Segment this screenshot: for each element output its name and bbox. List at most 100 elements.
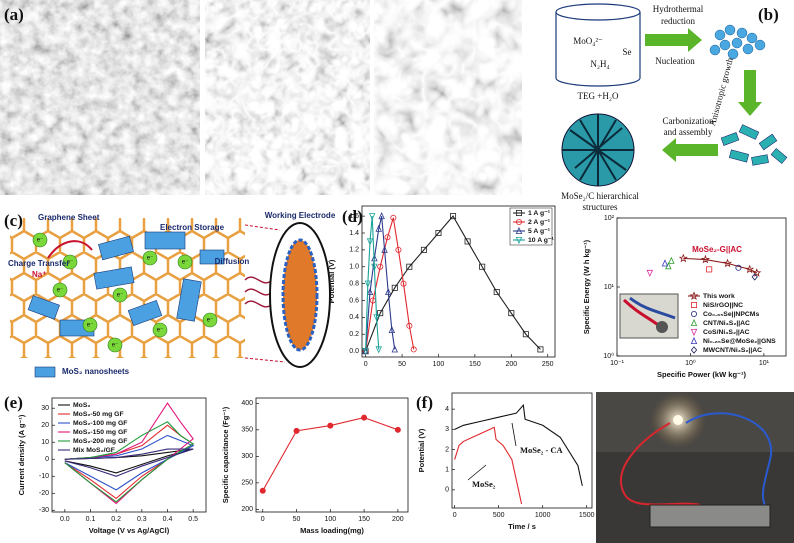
- legend-label: CoS/Ni₃S₂||AC: [703, 329, 750, 336]
- electron-label: e⁻: [112, 343, 119, 349]
- legend-label: 10 A g⁻¹: [528, 237, 554, 244]
- annotation-arrow: [467, 464, 487, 481]
- marker: [735, 264, 742, 271]
- label: Electron Storage: [160, 223, 225, 232]
- sem-images: [0, 0, 522, 195]
- y-tick-label: 1.0: [349, 264, 359, 271]
- marker: [400, 280, 407, 287]
- marker: [661, 259, 669, 267]
- electron: [62, 254, 78, 270]
- legend-label: MoS₂: [73, 402, 90, 409]
- x-tick-label: 0: [364, 361, 368, 368]
- panel-label: (a): [4, 5, 24, 24]
- legend-label: Mix MoS₂/GF: [73, 447, 115, 454]
- legend-label: MoS₂-150 mg GF: [73, 429, 127, 436]
- wire: [685, 412, 773, 506]
- step-label: and assembly: [664, 127, 713, 137]
- y-tick-label: -30: [39, 507, 49, 514]
- series-line: [365, 215, 541, 352]
- electron-label: e⁻: [157, 328, 164, 334]
- electron-label: e⁻: [37, 238, 44, 244]
- scheme-b: MoO₄²⁻ Se N₂H₄ TEG +H₂O Hydrothermal red…: [555, 3, 788, 212]
- y-tick-label: 400: [241, 400, 253, 407]
- electron: [177, 254, 193, 270]
- legend-marker: [690, 346, 698, 354]
- electron: [52, 282, 68, 298]
- x-tick-label: 50: [293, 516, 301, 523]
- legend-swatch: [34, 366, 56, 378]
- y-tick-label: 3: [445, 426, 449, 433]
- y-tick-label: -20: [39, 490, 49, 497]
- marker: [384, 287, 392, 296]
- series-line: [262, 417, 399, 492]
- legend-label: 2 A g⁻¹: [528, 219, 551, 226]
- marker: [395, 246, 402, 253]
- y-axis-label: Potential (V): [417, 428, 426, 472]
- marker: [384, 234, 391, 241]
- marker: [373, 314, 380, 322]
- electron-label: e⁻: [147, 256, 154, 262]
- y-tick-label: 1.2: [349, 247, 359, 254]
- marker: [450, 213, 457, 220]
- inset-photo: [619, 293, 679, 339]
- x-tick-label: 100: [433, 361, 445, 368]
- step-label: Carbonization: [663, 116, 714, 126]
- charts: 0 50 100 150 200 2500.00.20.40.60.81.01.21.41…: [17, 205, 787, 535]
- legend-label: MoS₂-50 mg GF: [73, 411, 124, 418]
- marker: [293, 427, 300, 434]
- x-axis-label: Mass loading(mg): [300, 526, 364, 535]
- annotation: MoSe₂-G||AC: [692, 245, 742, 254]
- y-tick-label: 10: [41, 439, 49, 446]
- legend-marker: [691, 310, 698, 317]
- electron: [142, 250, 158, 266]
- legend-label: Ni₀.₈₅Se@MoSe₂||GNS: [703, 338, 776, 345]
- electron: [32, 232, 48, 248]
- y-tick-label: 350: [241, 427, 253, 434]
- nuclei: [709, 24, 766, 60]
- label: Working Electrode: [265, 211, 336, 220]
- legend-marker: [516, 218, 523, 225]
- electron-label: e⁻: [67, 260, 74, 266]
- product-label: structures: [583, 202, 618, 212]
- led: [673, 415, 683, 425]
- y-tick-label: 20: [41, 422, 49, 429]
- scheme-c: e⁻ e⁻ e⁻ e⁻ e⁻ e⁻ e⁻ e⁻ e⁻ e⁻ Graphene Sheet Elec…: [8, 211, 336, 378]
- electrode-coating: [281, 238, 319, 352]
- legend-marker: [689, 291, 699, 300]
- y-tick-label: 30: [41, 405, 49, 412]
- marker: [364, 280, 372, 288]
- panel-label: (f): [416, 393, 433, 412]
- marker: [522, 331, 529, 338]
- x-tick-label: 0: [453, 512, 457, 519]
- marker: [420, 246, 427, 253]
- legend-label: MWCNT/Ni₃S₂||AC: [703, 347, 762, 354]
- x-tick-label: 200: [392, 516, 404, 523]
- marker: [706, 266, 713, 273]
- plot-frame: [255, 397, 409, 513]
- x-axis-label: Time / s: [508, 522, 536, 531]
- beaker: [555, 12, 641, 87]
- arrow: [645, 28, 702, 52]
- step-label: Hydrothermal: [653, 4, 704, 14]
- y-tick-label: 0.2: [349, 331, 359, 338]
- legend-marker: [690, 318, 698, 327]
- sphere-texture: [562, 114, 634, 186]
- y-tick-label: -10: [39, 473, 49, 480]
- beaker-rim: [555, 3, 641, 21]
- legend-marker: [691, 301, 698, 308]
- marker: [388, 325, 396, 334]
- y-tick-label: 300: [241, 453, 253, 460]
- series-line: [365, 215, 396, 352]
- series-line: [64, 424, 195, 500]
- legend-marker: [690, 328, 698, 337]
- x-tick-label: 50: [398, 361, 406, 368]
- panel-label: (e): [4, 393, 23, 412]
- marker: [668, 256, 675, 264]
- marker: [391, 345, 398, 353]
- marker: [435, 229, 442, 236]
- electron-label: e⁻: [207, 318, 214, 324]
- photo-f: [596, 392, 794, 543]
- legend-label: CNT/Ni₃S₂||AC: [703, 320, 750, 327]
- panel-label: (d): [342, 207, 363, 226]
